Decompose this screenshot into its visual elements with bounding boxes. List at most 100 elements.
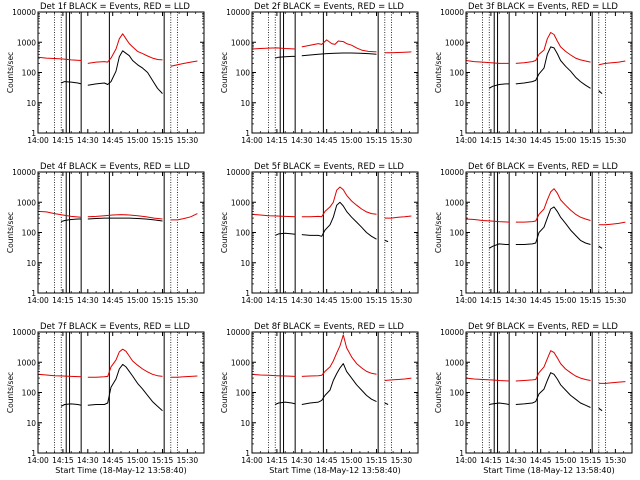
y-tick-label: 100 <box>236 229 251 238</box>
y-tick-label: 10 <box>454 419 464 428</box>
panel-9: Det 9f BLACK = Events, RED = LLD 1 10 100 10… <box>434 322 633 475</box>
x-tick-label: 15:00 <box>341 296 363 305</box>
plot-frame <box>37 171 205 294</box>
x-tick-label: 14:15 <box>52 136 74 145</box>
x-tick-label: 14:30 <box>77 456 99 465</box>
series-lld <box>465 218 510 223</box>
series-lld <box>170 375 198 378</box>
plot-frame <box>251 331 419 454</box>
x-axis-label: Start Time (18-May-12 13:58:40) <box>55 466 186 475</box>
series-lld <box>515 32 591 64</box>
series-lld <box>37 373 82 378</box>
x-tick-label: 15:00 <box>555 136 577 145</box>
plot-frame <box>465 11 633 134</box>
x-tick-label: 15:30 <box>391 296 413 305</box>
x-tick-label: 15:00 <box>127 456 149 465</box>
x-tick-label: 14:45 <box>102 456 124 465</box>
y-tick-label: 1000 <box>231 38 250 47</box>
series-events <box>488 243 510 249</box>
x-tick-label: 15:30 <box>605 456 627 465</box>
series-lld <box>515 188 591 223</box>
y-tick-label: 10000 <box>440 168 464 177</box>
y-tick-label: 100 <box>450 389 465 398</box>
series-events <box>275 55 296 59</box>
series-events <box>384 239 389 243</box>
panel-title: Det 9f BLACK = Events, RED = LLD <box>468 322 618 332</box>
x-tick-label: 15:15 <box>580 456 602 465</box>
x-tick-label: 15:30 <box>177 456 199 465</box>
series-events <box>598 90 603 94</box>
series-lld <box>598 381 626 384</box>
y-axis-label: Counts/sec <box>220 372 229 413</box>
panel-4: Det 4f BLACK = Events, RED = LLD 1 10 100 10… <box>6 162 205 305</box>
x-tick-label: 15:00 <box>341 456 363 465</box>
series-events <box>488 83 510 89</box>
y-tick-label: 10 <box>454 99 464 108</box>
y-tick-label: 10 <box>454 259 464 268</box>
series-events <box>598 407 603 412</box>
y-tick-label: 100 <box>450 229 465 238</box>
x-tick-label: 14:30 <box>291 296 313 305</box>
x-tick-label: 14:15 <box>266 456 288 465</box>
x-tick-label: 14:45 <box>530 136 552 145</box>
plot-frame <box>465 331 633 454</box>
y-tick-label: 1000 <box>445 358 464 367</box>
x-tick-label: 15:00 <box>341 136 363 145</box>
series-events <box>87 50 163 94</box>
y-tick-label: 1000 <box>445 198 464 207</box>
y-tick-label: 1 <box>245 129 250 138</box>
panel-title: Det 4f BLACK = Events, RED = LLD <box>40 162 190 172</box>
y-tick-label: 10 <box>26 419 36 428</box>
y-tick-label: 1 <box>245 449 250 458</box>
y-tick-label: 1000 <box>445 38 464 47</box>
y-axis-label: Counts/sec <box>6 212 15 253</box>
panel-title: Det 3f BLACK = Events, RED = LLD <box>468 2 618 12</box>
x-tick-label: 14:15 <box>480 296 502 305</box>
y-tick-label: 10000 <box>12 328 36 337</box>
panel-7: Det 7f BLACK = Events, RED = LLD 1 10 100 10… <box>6 322 205 475</box>
series-events <box>598 245 603 249</box>
x-tick-label: 15:15 <box>366 296 388 305</box>
y-tick-label: 1000 <box>231 198 250 207</box>
series-lld <box>465 60 510 64</box>
x-tick-label: 15:15 <box>580 296 602 305</box>
panel-5: Det 5f BLACK = Events, RED = LLD 1 10 100 10… <box>220 162 419 305</box>
y-tick-label: 1 <box>31 289 36 298</box>
x-axis-label: Start Time (18-May-12 13:58:40) <box>269 466 400 475</box>
plot-frame <box>251 171 419 294</box>
panel-1: Det 1f BLACK = Events, RED = LLD 1 10 100 10… <box>6 2 205 145</box>
x-tick-label: 14:30 <box>505 456 527 465</box>
x-tick-label: 15:30 <box>605 136 627 145</box>
x-tick-label: 14:00 <box>241 136 263 145</box>
plot-frame <box>465 171 633 294</box>
series-events <box>301 363 377 405</box>
y-axis-label: Counts/sec <box>6 52 15 93</box>
x-tick-label: 14:30 <box>291 136 313 145</box>
y-tick-label: 10000 <box>440 8 464 17</box>
y-tick-label: 10 <box>240 419 250 428</box>
x-tick-label: 14:00 <box>27 456 49 465</box>
series-lld <box>37 210 82 218</box>
x-tick-label: 15:15 <box>152 456 174 465</box>
y-tick-label: 1 <box>31 129 36 138</box>
y-tick-label: 1 <box>459 129 464 138</box>
x-tick-label: 14:15 <box>480 136 502 145</box>
x-tick-label: 15:15 <box>152 296 174 305</box>
series-lld <box>87 33 163 64</box>
x-tick-label: 15:00 <box>127 136 149 145</box>
series-events <box>384 402 389 405</box>
panel-title: Det 8f BLACK = Events, RED = LLD <box>254 322 404 332</box>
x-tick-label: 14:15 <box>480 456 502 465</box>
series-lld <box>598 221 626 226</box>
x-tick-label: 15:15 <box>152 136 174 145</box>
series-lld <box>515 350 591 382</box>
y-tick-label: 10000 <box>226 328 250 337</box>
panel-title: Det 6f BLACK = Events, RED = LLD <box>468 162 618 172</box>
y-tick-label: 100 <box>22 229 37 238</box>
x-tick-label: 14:45 <box>530 456 552 465</box>
x-tick-label: 14:45 <box>102 296 124 305</box>
x-tick-label: 15:30 <box>177 136 199 145</box>
y-tick-label: 100 <box>22 69 37 78</box>
series-lld <box>384 215 412 219</box>
x-tick-label: 14:30 <box>505 136 527 145</box>
